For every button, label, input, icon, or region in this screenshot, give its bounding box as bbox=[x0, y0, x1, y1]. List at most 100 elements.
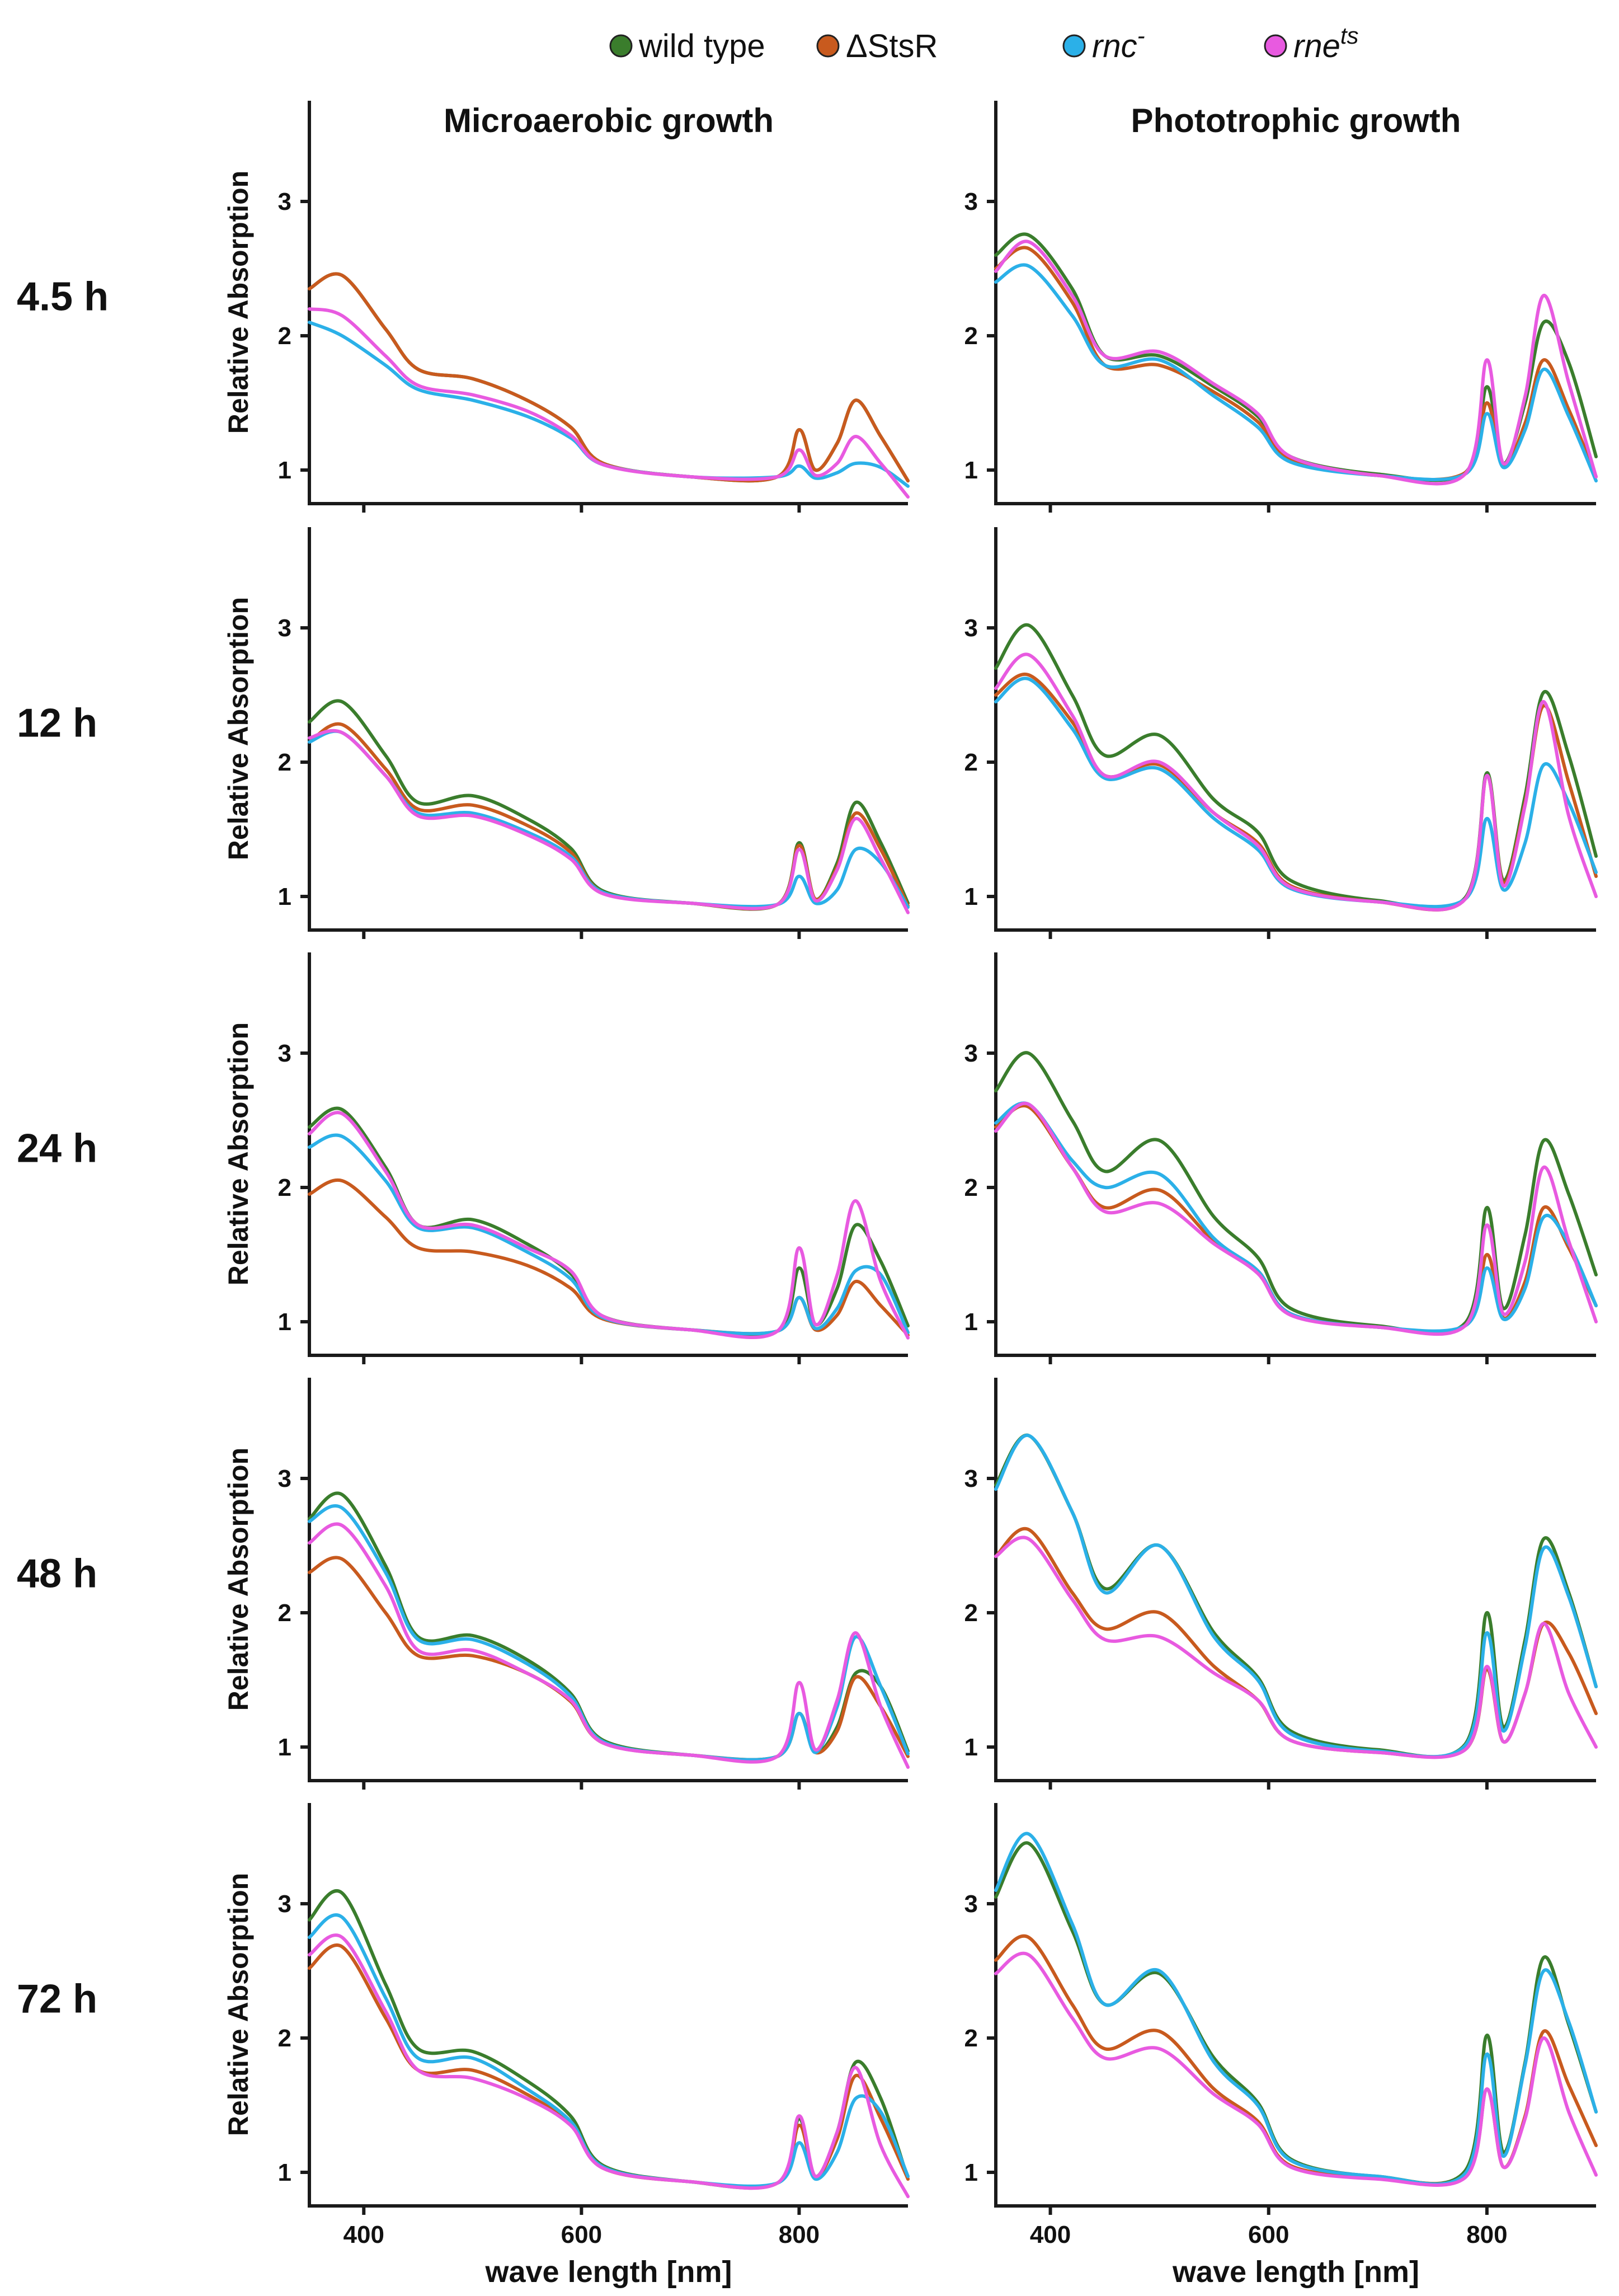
legend-label-rne: rnets bbox=[1293, 22, 1359, 64]
axis-frame bbox=[308, 1803, 908, 2208]
axis-frame bbox=[308, 101, 908, 505]
time-label-2: 24 h bbox=[17, 1126, 97, 1171]
series-line-wt bbox=[994, 232, 1598, 482]
y-tick-label: 3 bbox=[278, 1465, 291, 1492]
series-line-rne bbox=[308, 1111, 910, 1340]
series-line-wt bbox=[994, 623, 1598, 910]
axis-frame bbox=[994, 1378, 1596, 1782]
y-tick-label: 2 bbox=[278, 322, 291, 350]
y-tick-label: 1 bbox=[278, 457, 291, 484]
legend-item-wt: wild type bbox=[609, 28, 765, 64]
axis-frame bbox=[308, 952, 908, 1357]
y-axis-label: Relative Absorption bbox=[223, 1448, 254, 1711]
axis-frame bbox=[994, 101, 1596, 505]
time-label-1: 12 h bbox=[17, 701, 97, 745]
series-line-dstsr bbox=[994, 672, 1598, 912]
y-tick-label: 3 bbox=[964, 1040, 978, 1067]
y-tick-label: 2 bbox=[278, 749, 291, 776]
y-tick-label: 3 bbox=[278, 614, 291, 642]
series-line-wt bbox=[308, 699, 910, 911]
y-tick-label: 2 bbox=[278, 1599, 291, 1627]
x-tick-label: 600 bbox=[1248, 2221, 1289, 2248]
y-tick-label: 1 bbox=[278, 1734, 291, 1761]
panel-1-1: 1 2 3 bbox=[964, 527, 1598, 939]
column-title-0: Microaerobic growth bbox=[444, 102, 774, 139]
y-axis-label: Relative Absorption bbox=[223, 1022, 254, 1285]
series-line-wt bbox=[994, 1433, 1598, 1759]
axis-frame bbox=[994, 952, 1596, 1357]
y-tick-label: 3 bbox=[964, 188, 978, 215]
x-axis-label: wave length [nm] bbox=[1172, 2255, 1419, 2289]
y-tick-label: 3 bbox=[964, 614, 978, 642]
y-tick-label: 2 bbox=[964, 2025, 978, 2052]
axis-frame bbox=[308, 527, 908, 932]
series-line-rnc bbox=[308, 729, 910, 909]
legend-item-dstsr: ΔStsR bbox=[816, 28, 938, 64]
legend-label-text: rnc bbox=[1092, 28, 1137, 64]
legend-item-rnc: rnc- bbox=[1062, 22, 1145, 64]
panel-0-0: Microaerobic growth 1 2 3 Relative Absorptio… bbox=[223, 101, 910, 513]
y-tick-label: 2 bbox=[964, 1599, 978, 1627]
series-line-rne bbox=[994, 240, 1598, 486]
legend-marker-rnc bbox=[1062, 34, 1086, 58]
series-line-rnc bbox=[994, 1434, 1598, 1759]
panel-4-0: 1 2 3 400 600 800 Relative Absorption wave leng… bbox=[223, 1803, 910, 2289]
y-tick-label: 2 bbox=[964, 1174, 978, 1201]
legend-label-wt: wild type bbox=[638, 28, 765, 64]
x-tick-label: 800 bbox=[779, 2221, 820, 2248]
series-line-wt bbox=[994, 1841, 1598, 2186]
y-tick-label: 2 bbox=[278, 2025, 291, 2052]
legend: wild type ΔStsR rnc-rnets bbox=[609, 22, 1359, 64]
series-line-rnc bbox=[994, 263, 1598, 483]
y-tick-label: 1 bbox=[278, 1308, 291, 1336]
x-tick-label: 400 bbox=[1030, 2221, 1071, 2248]
series-line-rnc bbox=[308, 1913, 910, 2188]
panel-2-0: 1 2 3 Relative Absorption bbox=[223, 952, 910, 1364]
legend-marker-dstsr bbox=[816, 34, 840, 58]
time-label-4: 72 h bbox=[17, 1976, 97, 2021]
legend-label-dstsr: ΔStsR bbox=[846, 28, 938, 64]
axis-frame bbox=[994, 527, 1596, 932]
x-axis-label: wave length [nm] bbox=[484, 2255, 732, 2289]
x-tick-label: 400 bbox=[343, 2221, 384, 2248]
series-line-rne bbox=[994, 652, 1598, 912]
series-line-wt bbox=[308, 1106, 910, 1338]
series-line-rne bbox=[308, 307, 910, 499]
panel-3-1: 1 2 3 bbox=[964, 1378, 1598, 1790]
legend-marker-wt bbox=[609, 34, 633, 58]
series-line-rne bbox=[308, 1933, 910, 2199]
y-tick-label: 2 bbox=[964, 322, 978, 350]
legend-label-rnc: rnc- bbox=[1092, 22, 1145, 64]
series-line-dstsr bbox=[308, 722, 910, 911]
series-line-wt bbox=[308, 1491, 910, 1762]
series-line-rnc bbox=[994, 1832, 1598, 2186]
axis-frame bbox=[308, 1378, 908, 1782]
legend-label-superscript: ts bbox=[1340, 22, 1359, 49]
legend-label-text: ΔStsR bbox=[846, 28, 938, 64]
y-tick-label: 1 bbox=[278, 2159, 291, 2186]
axis-frame bbox=[994, 1803, 1596, 2208]
y-tick-label: 3 bbox=[278, 1040, 291, 1067]
y-tick-label: 2 bbox=[278, 1174, 291, 1201]
legend-label-text: rne bbox=[1293, 28, 1340, 64]
y-tick-label: 2 bbox=[964, 749, 978, 776]
legend-label-superscript: - bbox=[1137, 22, 1145, 49]
legend-marker-rne bbox=[1264, 34, 1287, 58]
series-line-rne bbox=[994, 1951, 1598, 2187]
series-line-dstsr bbox=[308, 1943, 910, 2189]
x-tick-label: 800 bbox=[1466, 2221, 1507, 2248]
panel-grid: 4.5 h Microaerobic growth 1 2 3 Relative Abso… bbox=[17, 101, 1598, 2289]
y-axis-label: Relative Absorption bbox=[223, 597, 254, 860]
y-tick-label: 1 bbox=[964, 1308, 978, 1336]
series-line-rnc bbox=[994, 1101, 1598, 1333]
series-line-rne bbox=[994, 1101, 1598, 1336]
panel-4-1: 1 2 3 400 600 800 wave length [nm] bbox=[964, 1803, 1598, 2289]
series-line-dstsr bbox=[994, 1104, 1598, 1334]
y-tick-label: 1 bbox=[964, 1734, 978, 1761]
y-tick-label: 3 bbox=[964, 1465, 978, 1492]
series-line-rne bbox=[308, 729, 910, 914]
panel-1-0: 1 2 3 Relative Absorption bbox=[223, 527, 910, 939]
series-line-dstsr bbox=[308, 1556, 910, 1762]
y-tick-label: 1 bbox=[964, 457, 978, 484]
y-tick-label: 1 bbox=[964, 2159, 978, 2186]
